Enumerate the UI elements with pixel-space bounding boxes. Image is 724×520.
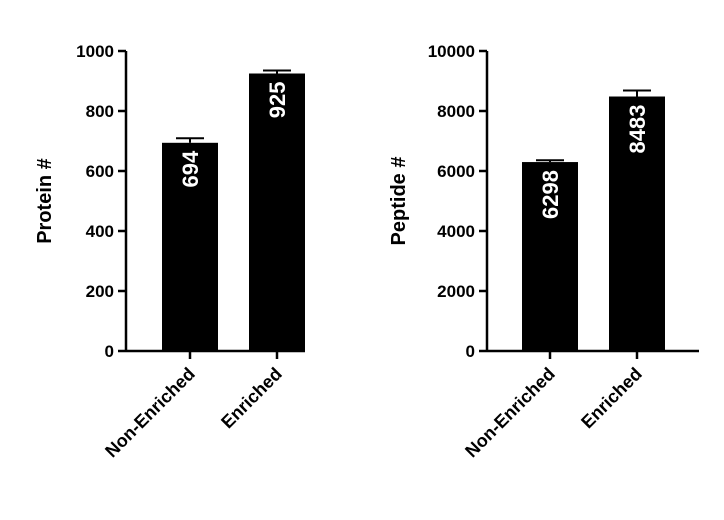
protein-chart: Protein # 0 200 400 600 800 1000 694 925 Non-Enri… bbox=[34, 42, 305, 461]
y-tick-label: 200 bbox=[86, 282, 114, 301]
y-tick-label: 1000 bbox=[76, 42, 114, 61]
bar bbox=[522, 162, 578, 351]
y-tick-label: 400 bbox=[86, 222, 114, 241]
y-tick-label: 10000 bbox=[428, 42, 475, 61]
x-category-label: Non-Enriched bbox=[461, 364, 559, 462]
peptide-chart: Peptide # 0 2000 4000 6000 8000 10000 6298 8483 N… bbox=[388, 42, 699, 461]
y-tick-label: 4000 bbox=[437, 222, 475, 241]
y-tick-label: 800 bbox=[86, 102, 114, 121]
x-category-label: Enriched bbox=[577, 364, 646, 433]
y-tick-label: 600 bbox=[86, 162, 114, 181]
x-category-label: Non-Enriched bbox=[101, 364, 199, 462]
data-label: 694 bbox=[178, 150, 203, 187]
y-tick-label: 0 bbox=[466, 342, 475, 361]
data-label: 6298 bbox=[538, 170, 563, 219]
y-axis-title: Protein # bbox=[34, 158, 56, 244]
data-label: 925 bbox=[265, 82, 290, 119]
y-tick-label: 0 bbox=[105, 342, 114, 361]
y-axis-title: Peptide # bbox=[388, 157, 410, 246]
x-category-label: Enriched bbox=[217, 364, 286, 433]
bar bbox=[162, 142, 218, 351]
y-tick-label: 2000 bbox=[437, 282, 475, 301]
bar bbox=[609, 96, 665, 351]
data-label: 8483 bbox=[625, 105, 650, 154]
bar bbox=[249, 73, 305, 351]
y-tick-label: 6000 bbox=[437, 162, 475, 181]
y-tick-label: 8000 bbox=[437, 102, 475, 121]
